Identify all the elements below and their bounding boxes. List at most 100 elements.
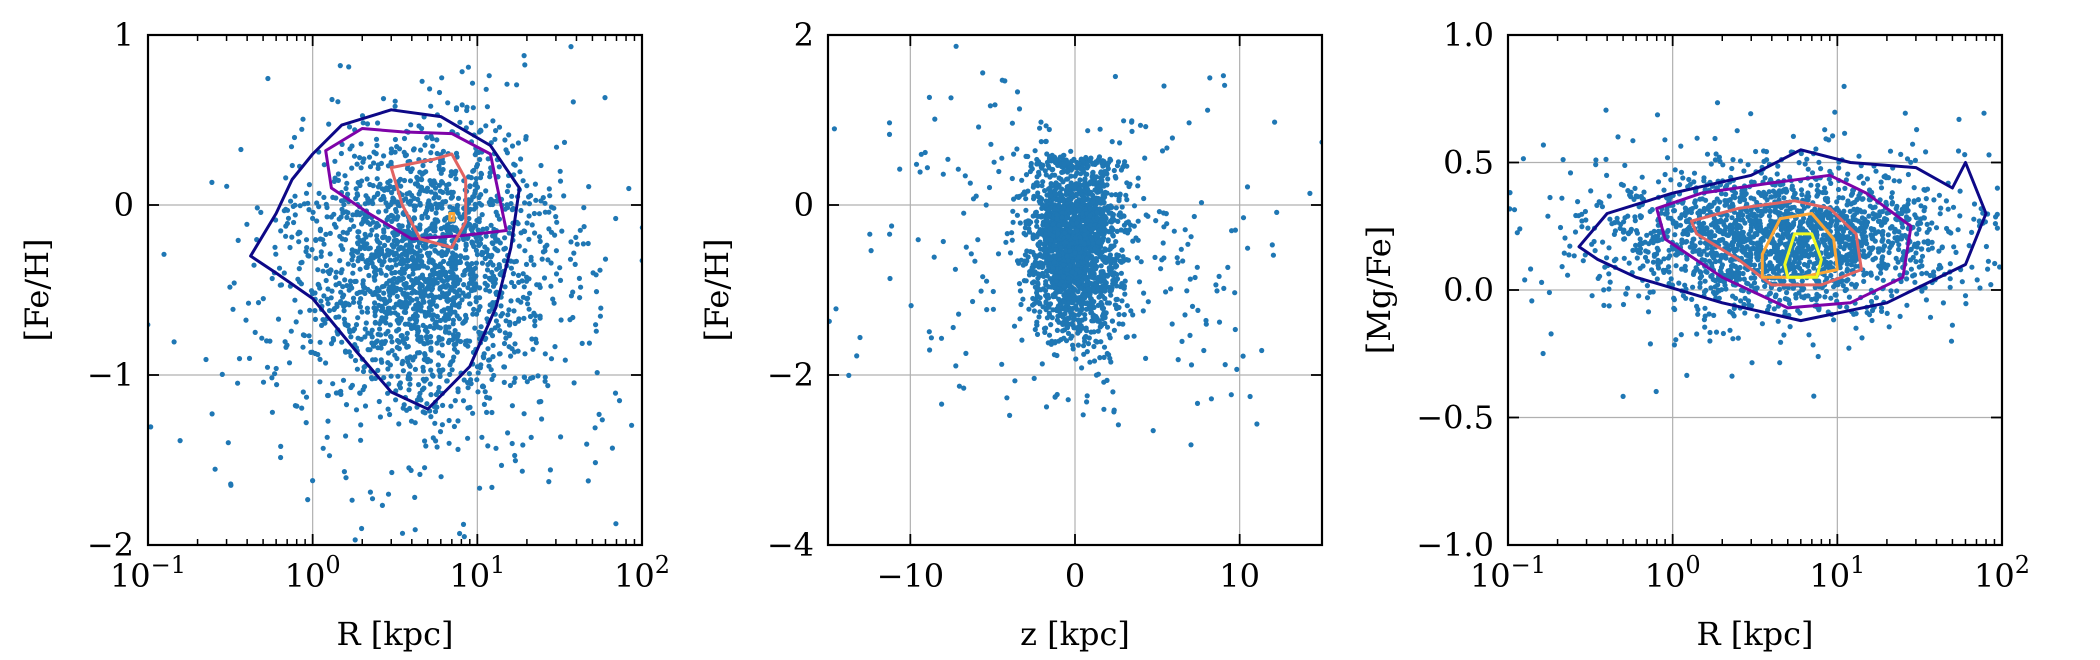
data-point (1084, 165, 1090, 171)
data-point (1098, 170, 1104, 176)
data-point (433, 191, 439, 198)
data-point (502, 330, 508, 336)
data-point (457, 214, 463, 220)
data-point (1040, 179, 1046, 185)
data-point (1163, 289, 1169, 295)
data-point (1074, 227, 1080, 234)
data-point (1194, 400, 1201, 406)
data-point (1065, 275, 1071, 281)
data-point (1118, 270, 1124, 276)
data-point (429, 372, 435, 378)
data-point (498, 462, 505, 468)
data-point (612, 390, 619, 396)
data-point (1051, 352, 1057, 358)
data-point (23, 215, 28, 220)
data-point (1044, 222, 1050, 229)
data-point (342, 322, 348, 328)
data-point (371, 194, 377, 200)
data-point (340, 229, 346, 235)
data-point (482, 389, 488, 395)
data-point (478, 236, 484, 242)
data-point (430, 143, 436, 149)
data-point (419, 125, 425, 132)
data-point (481, 355, 487, 361)
data-point (387, 297, 393, 303)
data-point (212, 466, 218, 472)
data-point (501, 340, 508, 347)
data-point (398, 277, 404, 283)
data-point (1129, 128, 1135, 134)
data-point (310, 209, 316, 215)
data-point (254, 205, 260, 211)
data-point (453, 341, 459, 347)
data-point (1198, 200, 1205, 206)
data-point (506, 132, 512, 138)
data-point (593, 289, 600, 295)
data-point (913, 161, 920, 167)
data-point (372, 319, 378, 325)
data-point (485, 156, 491, 162)
axes-frame (146, 33, 644, 547)
data-point (489, 376, 495, 382)
data-point (1104, 324, 1111, 330)
data-point (476, 329, 482, 335)
data-point (357, 237, 363, 244)
data-point (332, 158, 338, 164)
data-point (1205, 107, 1211, 113)
data-point (399, 530, 406, 536)
data-point (1068, 148, 1074, 154)
data-point (486, 73, 492, 79)
data-point (1124, 197, 1130, 203)
data-point (376, 398, 382, 405)
data-point (419, 259, 425, 265)
data-point (534, 282, 540, 288)
data-point (468, 120, 474, 126)
data-point (1254, 421, 1260, 427)
data-point (1152, 254, 1158, 260)
data-point (1833, 223, 1839, 229)
data-point (375, 184, 381, 190)
data-point (299, 405, 305, 411)
data-point (999, 155, 1005, 161)
data-point (325, 392, 331, 399)
data-point (372, 357, 378, 363)
data-point (504, 81, 510, 87)
data-point (1011, 196, 1017, 202)
data-point (1119, 247, 1125, 253)
data-point (506, 307, 512, 313)
data-point (291, 219, 297, 226)
data-point (427, 312, 433, 318)
data-point (393, 256, 400, 262)
data-point (376, 209, 382, 215)
data-point (1191, 213, 1197, 220)
data-point (629, 422, 635, 428)
data-point (1185, 241, 1191, 247)
data-point (339, 339, 345, 345)
data-point (1182, 227, 1188, 233)
data-point (375, 287, 382, 293)
x-tick-label: 10 (1219, 557, 1260, 595)
data-point (259, 335, 265, 341)
data-point (1065, 196, 1071, 202)
data-point (1081, 232, 1088, 238)
data-point (1082, 338, 1088, 344)
data-point (364, 176, 370, 182)
data-point (1082, 316, 1088, 322)
data-point (1014, 89, 1021, 95)
data-point (1232, 290, 1238, 296)
data-point (492, 136, 498, 142)
data-point (417, 338, 423, 344)
data-point (1828, 272, 1834, 279)
data-point (1097, 355, 1103, 361)
data-point (388, 373, 394, 379)
data-point (1017, 288, 1024, 294)
data-point (348, 217, 354, 223)
data-point (389, 339, 395, 345)
data-point (281, 208, 287, 214)
data-point (299, 126, 305, 132)
data-point (309, 247, 315, 253)
data-point (967, 180, 973, 186)
data-point (312, 308, 318, 314)
y-tick-label: 0 (114, 186, 134, 224)
